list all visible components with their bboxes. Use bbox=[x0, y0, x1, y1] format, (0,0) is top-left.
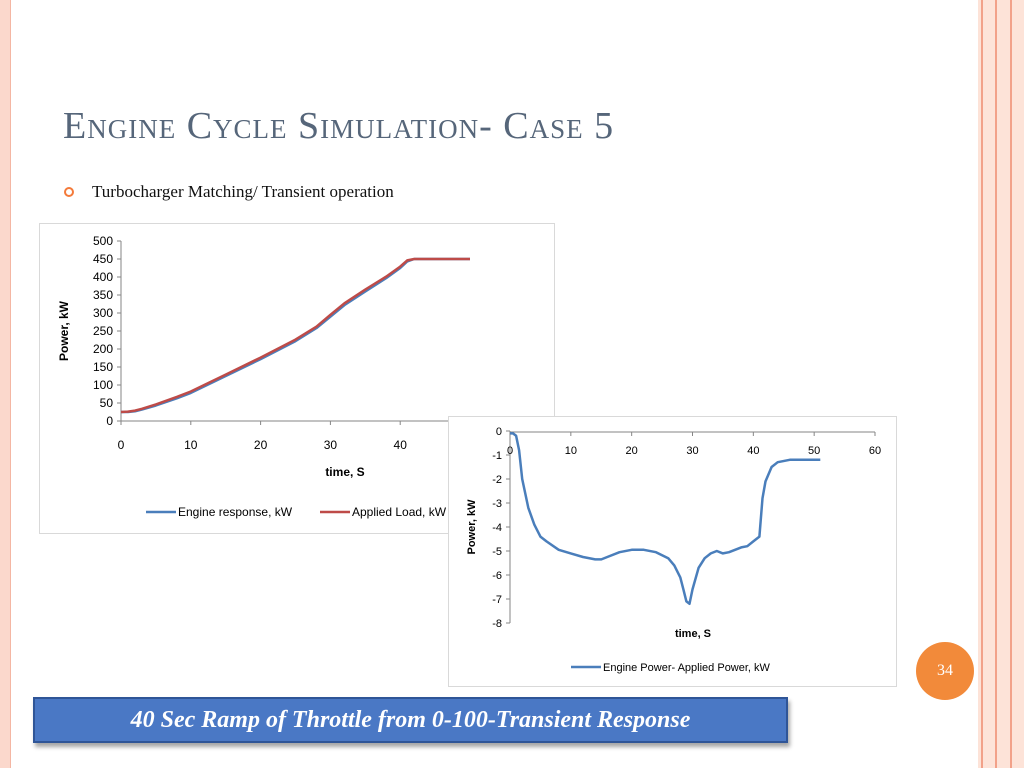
y-tick-label: 450 bbox=[93, 252, 113, 266]
y-tick-label: -8 bbox=[492, 618, 502, 630]
x-tick-label: 50 bbox=[808, 445, 820, 457]
power-response-chart: 0 50 100 150 200 250 300 350 400 450 500 0 10 20 30 40 t… bbox=[39, 223, 555, 534]
legend-label: Applied Load, kW bbox=[352, 505, 447, 519]
y-tick-label: 150 bbox=[93, 360, 113, 374]
series-line bbox=[121, 257, 470, 414]
x-tick-label: 20 bbox=[626, 445, 638, 457]
bullet-item: Turbocharger Matching/ Transient operati… bbox=[64, 182, 394, 202]
x-tick-label: 20 bbox=[254, 438, 268, 452]
x-tick-label: 10 bbox=[184, 438, 198, 452]
right-decorative-line bbox=[1010, 0, 1012, 768]
left-decorative-stripe bbox=[0, 0, 11, 768]
y-tick-label: 400 bbox=[93, 270, 113, 284]
caption-banner: 40 Sec Ramp of Throttle from 0-100-Trans… bbox=[33, 697, 788, 743]
y-tick-label: 350 bbox=[93, 288, 113, 302]
y-tick-label: 500 bbox=[93, 234, 113, 248]
chart-svg: 0 -1 -2 -3 -4 -5 -6 -7 -8 0 10 20 30 40 50 60 time, S Pow… bbox=[466, 426, 881, 674]
y-tick-label: 200 bbox=[93, 342, 113, 356]
x-tick-label: 0 bbox=[507, 445, 513, 457]
y-tick-label: -3 bbox=[492, 498, 502, 510]
y-axis-title: Power, kW bbox=[57, 300, 71, 361]
page-number-badge: 34 bbox=[916, 642, 974, 700]
y-tick-label: 0 bbox=[496, 426, 502, 438]
x-tick-label: 30 bbox=[686, 445, 698, 457]
x-tick-label: 10 bbox=[565, 445, 577, 457]
circle-bullet-icon bbox=[64, 187, 74, 197]
right-decorative-band bbox=[978, 0, 1024, 768]
power-difference-chart: 0 -1 -2 -3 -4 -5 -6 -7 -8 0 10 20 30 40 50 60 time, S Pow… bbox=[448, 416, 897, 687]
y-tick-label: 100 bbox=[93, 378, 113, 392]
y-tick-label: 300 bbox=[93, 306, 113, 320]
x-axis-title: time, S bbox=[325, 465, 364, 479]
y-tick-label: 50 bbox=[100, 396, 114, 410]
series-line bbox=[510, 432, 821, 606]
y-tick-label: -5 bbox=[492, 546, 502, 558]
y-tick-label: 0 bbox=[106, 414, 113, 428]
y-tick-label: -2 bbox=[492, 474, 502, 486]
y-tick-label: -6 bbox=[492, 570, 502, 582]
x-tick-label: 40 bbox=[394, 438, 408, 452]
right-decorative-line bbox=[995, 0, 997, 768]
slide-title: Engine Cycle Simulation- Case 5 bbox=[63, 105, 615, 147]
chart-svg: 0 50 100 150 200 250 300 350 400 450 500 0 10 20 30 40 t… bbox=[57, 234, 470, 519]
right-decorative-line bbox=[981, 0, 983, 768]
x-tick-label: 60 bbox=[869, 445, 881, 457]
x-axis-title: time, S bbox=[675, 628, 711, 640]
page-number: 34 bbox=[937, 662, 953, 679]
y-axis-title: Power, kW bbox=[466, 499, 478, 555]
legend-label: Engine response, kW bbox=[178, 505, 293, 519]
legend-label: Engine Power- Applied Power, kW bbox=[603, 662, 771, 674]
y-tick-label: 250 bbox=[93, 324, 113, 338]
x-tick-label: 30 bbox=[324, 438, 338, 452]
x-tick-label: 0 bbox=[118, 438, 125, 452]
y-tick-label: -1 bbox=[492, 450, 502, 462]
series-line bbox=[120, 257, 470, 414]
y-tick-label: -7 bbox=[492, 594, 502, 606]
caption-text: 40 Sec Ramp of Throttle from 0-100-Trans… bbox=[130, 706, 691, 733]
y-tick-label: -4 bbox=[492, 522, 502, 534]
bullet-text: Turbocharger Matching/ Transient operati… bbox=[92, 182, 394, 201]
x-tick-label: 40 bbox=[747, 445, 759, 457]
